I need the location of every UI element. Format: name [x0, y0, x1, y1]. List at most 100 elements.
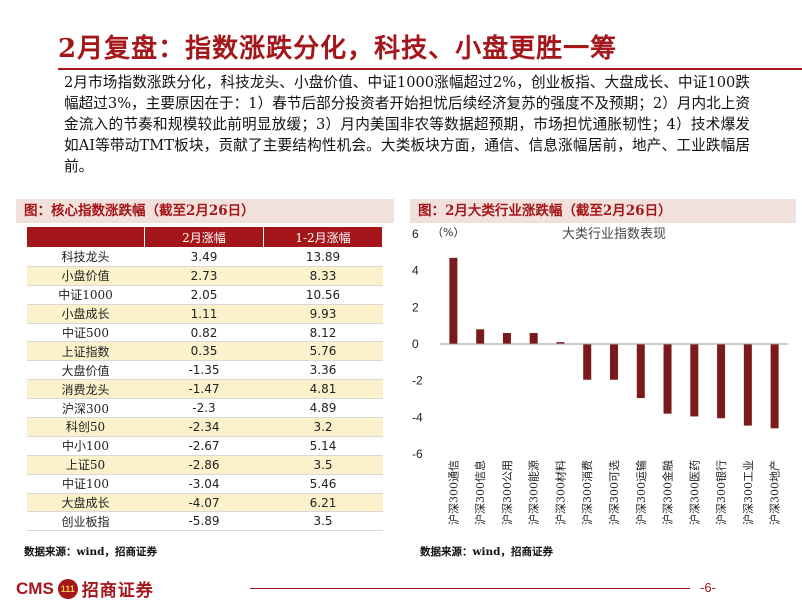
bar	[476, 329, 485, 344]
cell-ytd-change: 3.5	[263, 455, 383, 475]
bar	[610, 344, 618, 380]
cell-feb-change: 0.35	[144, 341, 264, 362]
y-tick-label: -2	[412, 374, 423, 388]
cell-feb-change: 2.73	[144, 266, 264, 286]
cell-index-name: 小盘价值	[26, 266, 145, 286]
cell-ytd-change: 3.36	[263, 360, 383, 381]
cell-ytd-change: 10.56	[263, 285, 383, 305]
x-tick-label: 沪深300银行	[714, 460, 728, 525]
footer: CMS 111 招商证券 -6-	[0, 564, 802, 602]
x-tick-label: 沪深300金融	[661, 460, 675, 525]
y-unit-label: （%）	[432, 226, 464, 239]
cell-ytd-change: 5.14	[263, 436, 383, 456]
cell-ytd-change: 4.89	[263, 398, 383, 419]
table-row: 上证50 -2.86 3.5	[26, 455, 383, 475]
cell-ytd-change: 8.12	[263, 323, 383, 343]
left-source-note: 数据来源：wind，招商证券	[24, 546, 158, 558]
cell-index-name: 创业板指	[26, 511, 145, 532]
cell-ytd-change: 4.81	[263, 379, 383, 400]
cell-feb-change: -5.89	[144, 511, 264, 532]
header-ytd-change: 1-2月涨幅	[263, 226, 383, 248]
x-tick-label: 沪深300能源	[527, 460, 541, 525]
bar	[663, 344, 672, 414]
cell-ytd-change: 5.76	[263, 341, 383, 362]
summary-paragraph: 2月市场指数涨跌分化，科技龙头、小盘价值、中证1000涨幅超过2%，创业板指、大…	[64, 74, 750, 175]
index-performance-table: 2月涨幅 1-2月涨幅 科技龙头 3.49 13.89 小盘价值 2.73 8.33 中证1…	[26, 226, 383, 532]
cell-ytd-change: 13.89	[263, 247, 383, 267]
bar	[529, 333, 538, 344]
cell-feb-change: -4.07	[144, 493, 264, 513]
y-tick-label: -6	[412, 447, 423, 461]
table-row: 大盘价值 -1.35 3.36	[26, 360, 383, 381]
logo-chinese-text: 招商证券	[81, 581, 154, 601]
cell-ytd-change: 8.33	[263, 266, 383, 286]
cell-feb-change: -1.47	[144, 379, 264, 400]
x-tick-label: 沪深300医药	[687, 460, 701, 525]
cell-index-name: 科创50	[26, 417, 145, 437]
bar	[583, 344, 592, 380]
cell-ytd-change: 3.5	[263, 511, 383, 532]
x-tick-label: 沪深300可选	[607, 460, 621, 525]
cell-feb-change: 0.82	[144, 323, 264, 343]
cell-ytd-change: 3.2	[263, 417, 383, 437]
table-row: 科创50 -2.34 3.2	[26, 417, 383, 437]
logo-latin-text: CMS	[16, 578, 54, 598]
cell-index-name: 大盘成长	[26, 493, 145, 513]
cell-index-name: 中证500	[26, 323, 145, 343]
table-row: 中小100 -2.67 5.14	[26, 436, 383, 456]
cell-index-name: 大盘价值	[26, 360, 145, 381]
cell-ytd-change: 5.46	[263, 474, 383, 494]
cell-index-name: 科技龙头	[26, 247, 145, 267]
chart-title: 大类行业指数表现	[562, 227, 666, 242]
cell-index-name: 中小100	[26, 436, 145, 456]
cell-feb-change: 2.05	[144, 285, 264, 305]
cell-index-name: 中证1000	[26, 285, 145, 305]
logo-mark-icon: 111	[57, 578, 78, 599]
cell-index-name: 小盘成长	[26, 304, 145, 324]
x-tick-label: 沪深300工业	[741, 460, 755, 525]
cell-index-name: 中证100	[26, 474, 145, 494]
x-tick-label: 沪深300公用	[500, 460, 514, 525]
bar	[449, 257, 458, 344]
cms-logo: CMS 111 招商证券	[16, 576, 154, 601]
cell-feb-change: -2.3	[144, 398, 264, 419]
table-row: 中证1000 2.05 10.56	[26, 285, 383, 305]
sector-chart-title: 图：2月大类行业涨跌幅（截至2月26日）	[410, 199, 796, 223]
table-row: 创业板指 -5.89 3.5	[26, 511, 383, 532]
bar	[743, 344, 752, 426]
page-number: -6-	[700, 580, 716, 595]
header-feb-change: 2月涨幅	[144, 226, 264, 248]
table-row: 小盘成长 1.11 9.93	[26, 304, 383, 324]
table-row: 大盘成长 -4.07 6.21	[26, 493, 383, 513]
table-row: 上证指数 0.35 5.76	[26, 341, 383, 362]
cell-index-name: 消费龙头	[26, 379, 145, 400]
table-row: 消费龙头 -1.47 4.81	[26, 379, 383, 400]
slide-title: 2月复盘：指数涨跌分化，科技、小盘更胜一筹	[58, 34, 618, 64]
x-tick-label: 沪深300信息	[473, 460, 487, 525]
bar	[636, 344, 645, 399]
table-row: 科技龙头 3.49 13.89	[26, 247, 383, 267]
cell-feb-change: -1.35	[144, 360, 264, 381]
right-source-note: 数据来源：wind，招商证券	[420, 546, 554, 558]
bar	[690, 344, 699, 417]
bar	[717, 344, 726, 419]
table-row: 中证500 0.82 8.12	[26, 323, 383, 343]
cell-ytd-change: 9.93	[263, 304, 383, 324]
x-tick-label: 沪深300消费	[580, 460, 594, 525]
y-tick-label: 2	[412, 300, 419, 314]
cell-feb-change: -2.67	[144, 436, 264, 456]
table-header-row: 2月涨幅 1-2月涨幅	[26, 226, 383, 248]
table-row: 中证100 -3.04 5.46	[26, 474, 383, 494]
y-tick-label: 4	[412, 264, 419, 278]
x-tick-label: 沪深300运输	[634, 460, 648, 525]
title-bar: 2月复盘：指数涨跌分化，科技、小盘更胜一筹	[58, 22, 802, 70]
x-tick-label: 沪深300材料	[553, 460, 567, 525]
y-tick-label: -4	[412, 410, 423, 424]
title-underline	[58, 68, 802, 70]
cell-index-name: 沪深300	[26, 398, 145, 419]
cell-ytd-change: 6.21	[263, 493, 383, 513]
y-tick-label: 6	[412, 227, 419, 241]
cell-feb-change: 3.49	[144, 247, 264, 267]
x-tick-label: 沪深300通信	[446, 460, 460, 525]
